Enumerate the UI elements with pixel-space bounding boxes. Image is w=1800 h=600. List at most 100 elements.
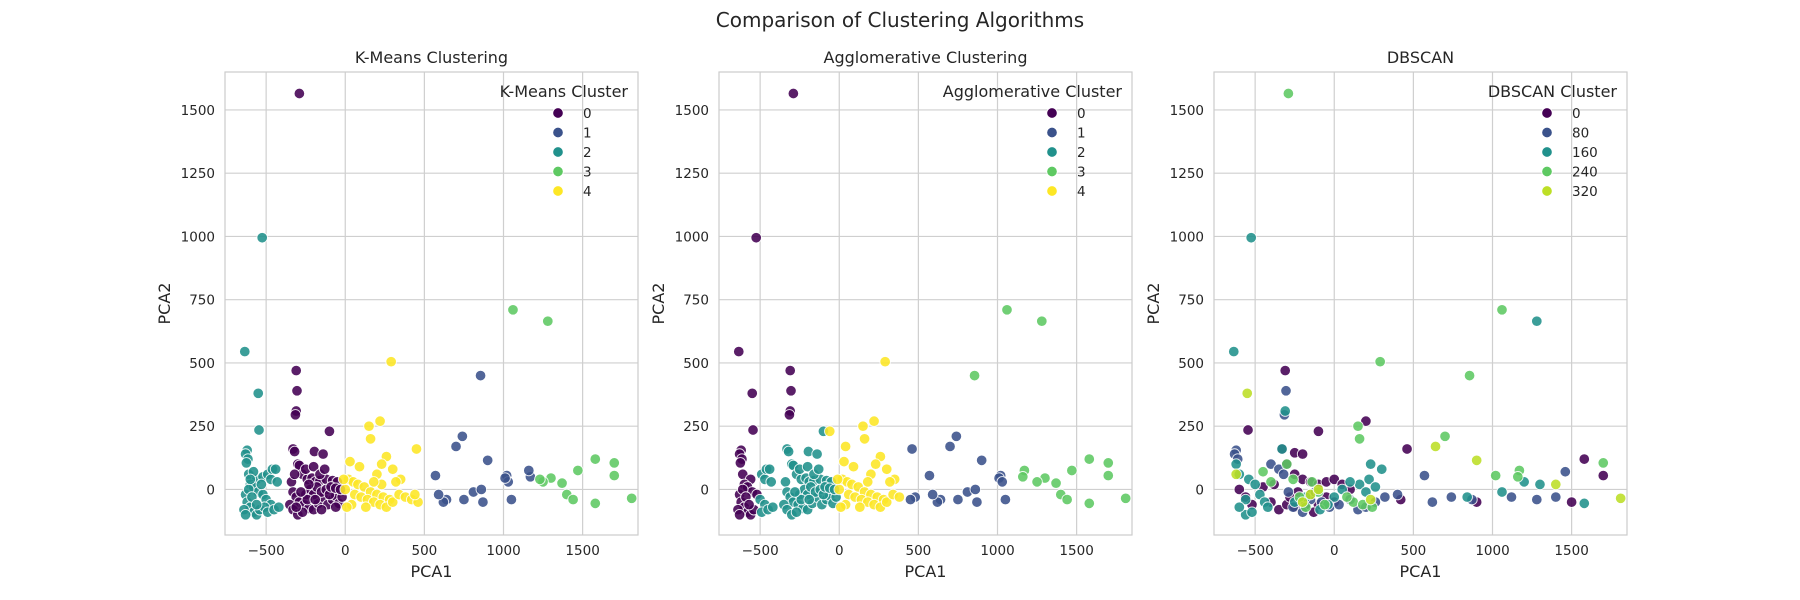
data-point: [790, 506, 803, 518]
data-point: [1036, 315, 1048, 327]
data-point: [386, 496, 399, 508]
data-point: [1249, 478, 1261, 491]
data-point: [386, 463, 399, 475]
y-tick-label: 1000: [181, 229, 215, 245]
plot-frame: [1213, 71, 1628, 536]
x-axis-label: PCA1: [411, 562, 453, 581]
data-point: [589, 453, 602, 465]
legend-marker: [552, 107, 564, 119]
data-point: [1245, 231, 1257, 244]
data-point: [1262, 501, 1274, 513]
legend: Agglomerative Cluster 0 1 2 3 4: [943, 82, 1123, 200]
data-point: [1352, 420, 1364, 432]
data-point: [868, 415, 880, 427]
data-point: [857, 420, 869, 432]
data-point: [787, 87, 800, 100]
x-tick-label: 0: [1330, 543, 1339, 559]
data-point: [273, 501, 285, 513]
data-point: [1296, 496, 1309, 508]
data-point: [884, 476, 896, 488]
data-point: [507, 304, 519, 316]
data-point: [309, 493, 321, 506]
data-point: [1061, 493, 1073, 506]
y-tick-label: 500: [189, 356, 215, 372]
plot-frame: [718, 71, 1133, 536]
data-point: [879, 355, 891, 368]
chart-panel-3: −500 0 500 1000 1500 0 250 500 750 1000 1250 1500 DB…: [1144, 48, 1628, 581]
data-point: [1401, 443, 1413, 455]
data-point: [290, 501, 302, 513]
data-point: [1364, 493, 1377, 506]
legend-marker: [1046, 146, 1058, 158]
legend-entry-label: 2: [1077, 145, 1086, 161]
data-point: [244, 473, 257, 486]
data-point: [1369, 481, 1382, 493]
data-point: [409, 488, 421, 501]
y-tick-label: 1500: [181, 103, 215, 119]
data-point: [1426, 496, 1439, 508]
data-point: [625, 492, 638, 505]
data-point: [429, 469, 442, 482]
legend-title: DBSCAN Cluster: [1488, 82, 1618, 101]
data-point: [317, 448, 329, 460]
data-point: [824, 425, 836, 438]
data-point: [1083, 497, 1096, 510]
data-point: [765, 476, 777, 488]
data-point: [999, 493, 1012, 506]
data-point: [1233, 501, 1246, 513]
data-point: [779, 476, 792, 488]
panel-title: K-Means Clustering: [355, 48, 508, 67]
data-point: [831, 473, 844, 486]
data-point: [812, 463, 825, 475]
data-point: [975, 454, 988, 467]
data-point: [474, 369, 487, 382]
data-point: [784, 364, 796, 377]
data-point: [952, 493, 964, 506]
data-point: [996, 476, 1008, 488]
data-point: [1489, 469, 1502, 482]
y-tick-label: 750: [189, 293, 215, 309]
legend-marker: [552, 146, 564, 158]
data-point: [374, 415, 386, 427]
y-tick-label: 750: [683, 293, 709, 309]
data-point: [481, 454, 494, 467]
series-cluster-4: [337, 355, 424, 513]
data-point: [288, 468, 301, 481]
x-tick-label: 0: [341, 543, 350, 559]
series-cluster-4: [1230, 387, 1627, 508]
y-tick-label: 1500: [675, 103, 709, 119]
x-tick-label: 500: [1400, 543, 1426, 559]
legend-entry-label: 3: [583, 165, 592, 181]
legend-marker: [1541, 107, 1553, 119]
data-point: [861, 476, 874, 488]
y-tick-label: 0: [206, 482, 215, 498]
series-cluster-3: [1257, 87, 1610, 513]
data-point: [869, 458, 882, 470]
data-point: [893, 491, 906, 503]
data-point: [782, 445, 795, 458]
x-tick-label: 1000: [486, 543, 520, 559]
legend: K-Means Cluster 0 1 2 3 4: [500, 82, 629, 200]
series-cluster-0: [284, 87, 348, 521]
data-point: [523, 464, 535, 477]
y-tick-label: 0: [1195, 482, 1204, 498]
data-point: [789, 486, 801, 498]
y-axis-label: PCA2: [155, 283, 174, 325]
x-tick-label: 1500: [565, 543, 599, 559]
data-point: [1031, 476, 1043, 488]
data-point: [1119, 492, 1132, 505]
data-point: [783, 409, 796, 421]
y-tick-label: 0: [700, 482, 709, 498]
y-tick-label: 250: [189, 419, 215, 435]
data-point: [1374, 355, 1386, 368]
data-point: [811, 448, 823, 460]
data-point: [458, 493, 470, 506]
legend-marker: [1046, 107, 1058, 119]
series-cluster-2: [754, 425, 842, 521]
data-point: [288, 445, 301, 458]
data-point: [1328, 491, 1341, 503]
data-point: [253, 424, 265, 436]
legend-marker: [1046, 126, 1058, 139]
data-point: [1353, 433, 1366, 445]
data-point: [567, 493, 579, 506]
